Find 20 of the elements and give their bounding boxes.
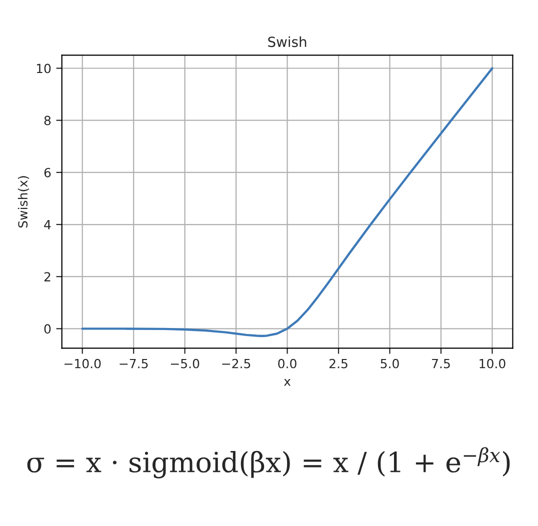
x-tick-label: −10.0 [64, 358, 101, 368]
x-axis-title: x [284, 378, 291, 386]
chart-title: Swish [268, 36, 306, 48]
y-tick-label: 10 [36, 64, 51, 74]
y-axis-title: Swish(x) [18, 176, 30, 228]
x-tick-label: 5.0 [380, 358, 399, 368]
x-tick-label: −5.0 [170, 358, 200, 368]
text: σ = x · sigmoid(βx) = x / (1 + e$^{−βx}$) [27, 447, 510, 478]
line-series [81, 67, 494, 338]
x-tick-label: 10.0 [480, 358, 506, 368]
x-tick-label: 7.5 [432, 359, 450, 368]
y-tick-label: 2 [44, 272, 50, 282]
x-tick-label: 2.5 [330, 358, 348, 368]
y-tick-label: 0 [44, 324, 51, 334]
x-tick-label: 0.0 [278, 358, 296, 368]
x-tick-label: −2.5 [222, 358, 250, 368]
y-tick-label: 4 [44, 220, 51, 230]
x-tick-label: −7.5 [120, 359, 148, 368]
y-tick-label: 8 [44, 116, 51, 126]
y-tick-label: 6 [44, 168, 51, 178]
